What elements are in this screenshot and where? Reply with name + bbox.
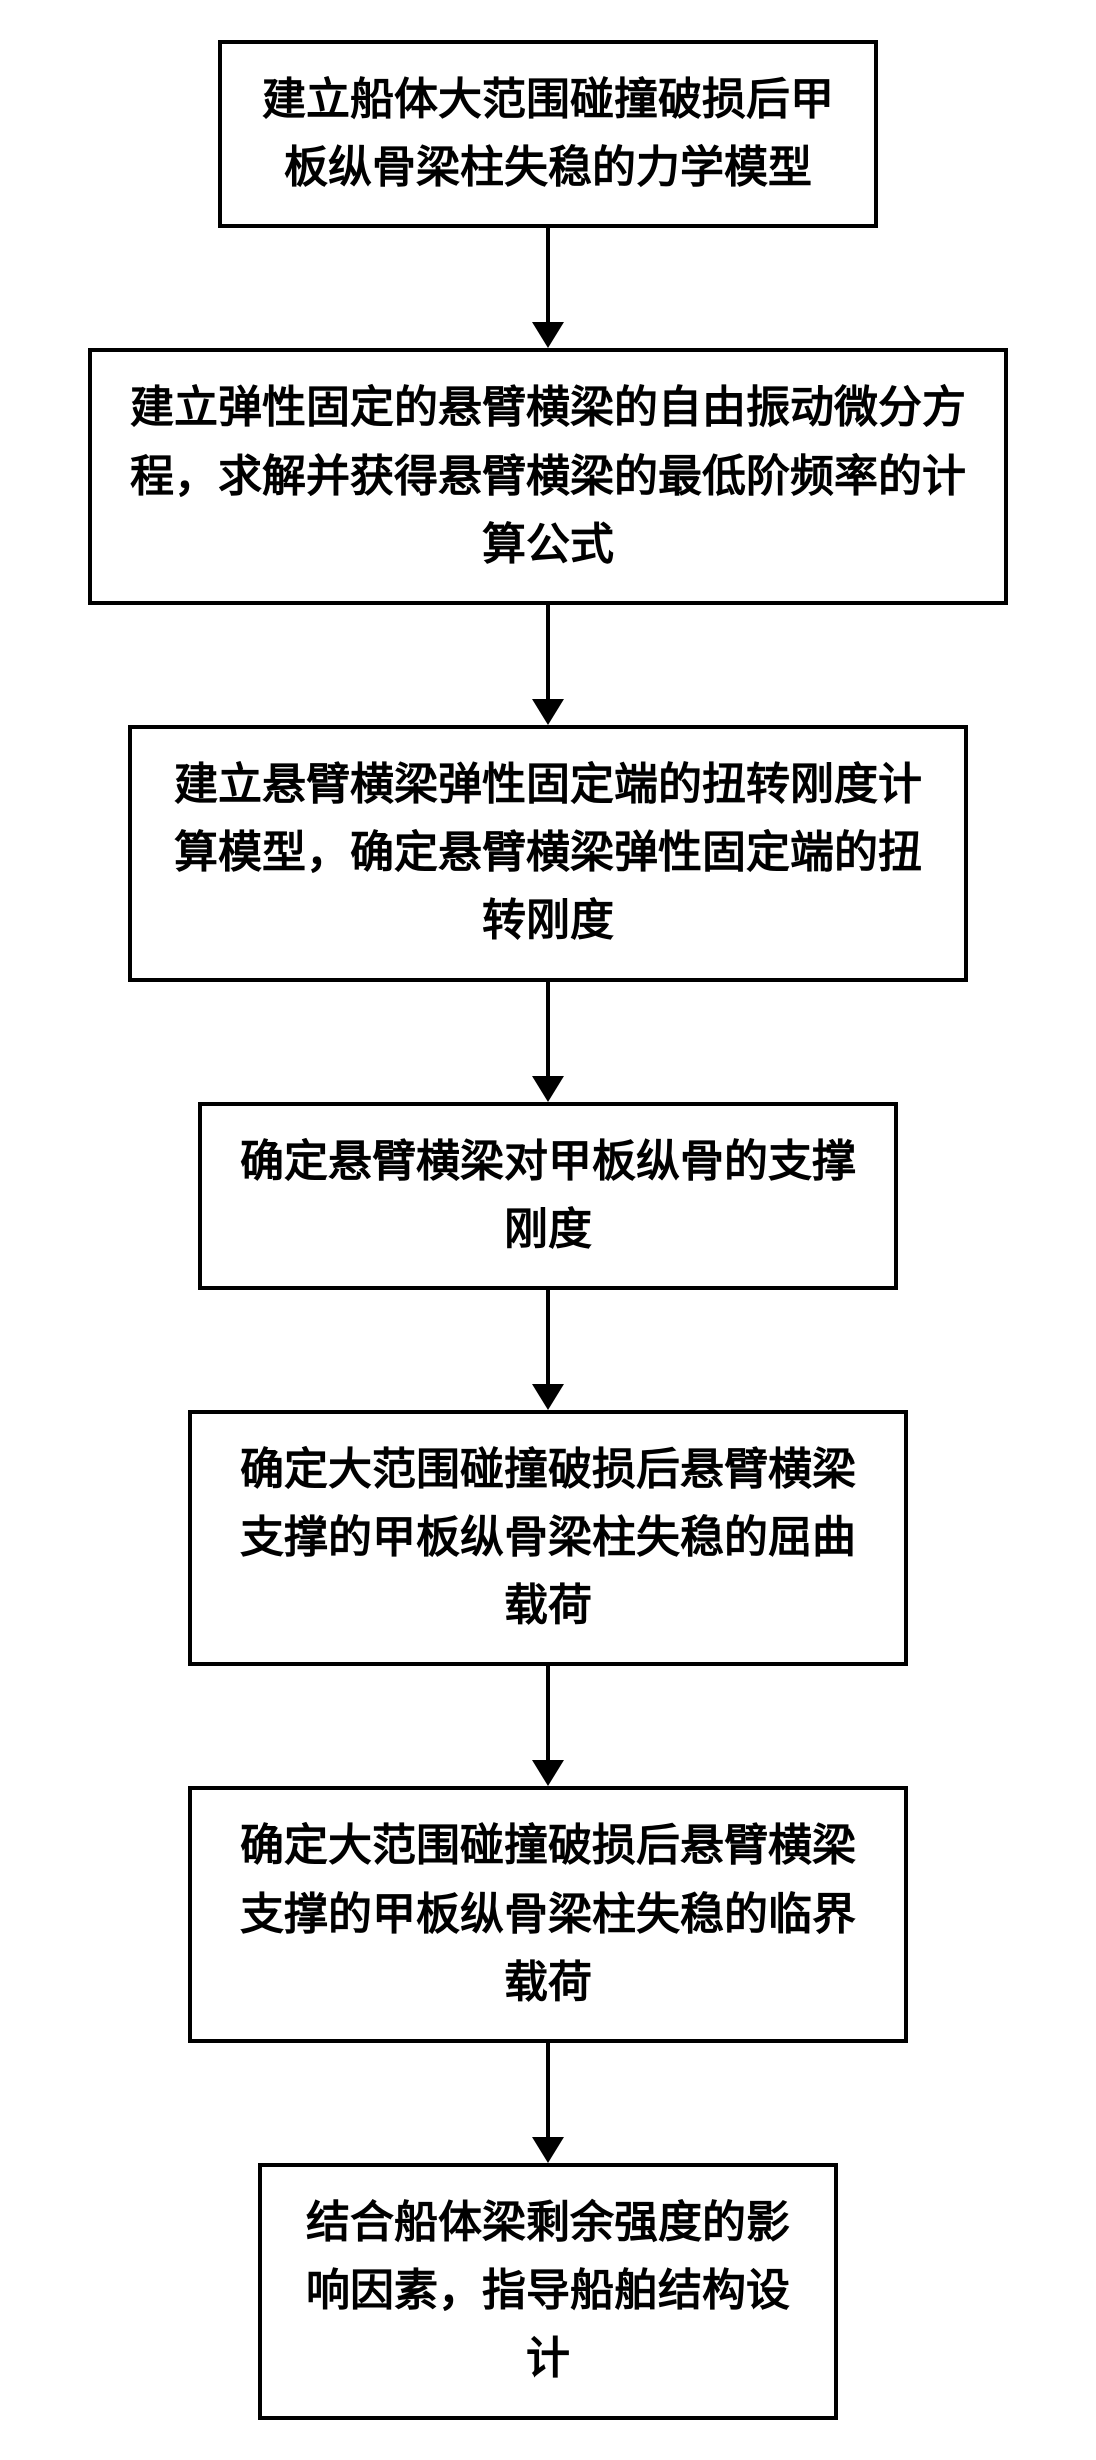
flowchart-node: 建立悬臂横梁弹性固定端的扭转刚度计算模型，确定悬臂横梁弹性固定端的扭转刚度 (128, 725, 968, 982)
flowchart-arrow (532, 605, 564, 725)
flowchart-arrow (532, 1666, 564, 1786)
node-label: 确定大范围碰撞破损后悬臂横梁支撑的甲板纵骨梁柱失稳的屈曲载荷 (222, 1436, 874, 1641)
arrow-line (546, 228, 550, 323)
node-label: 结合船体梁剩余强度的影响因素，指导船舶结构设计 (292, 2189, 804, 2394)
flowchart-arrow (532, 1290, 564, 1410)
arrow-line (546, 1666, 550, 1761)
flowchart-container: 建立船体大范围碰撞破损后甲板纵骨梁柱失稳的力学模型 建立弹性固定的悬臂横梁的自由… (48, 40, 1048, 2420)
arrow-line (546, 1290, 550, 1385)
arrow-down-icon (532, 1384, 564, 1410)
flowchart-arrow (532, 228, 564, 348)
flowchart-node: 结合船体梁剩余强度的影响因素，指导船舶结构设计 (258, 2163, 838, 2420)
node-label: 确定悬臂横梁对甲板纵骨的支撑刚度 (232, 1128, 864, 1264)
flowchart-node: 确定大范围碰撞破损后悬臂横梁支撑的甲板纵骨梁柱失稳的屈曲载荷 (188, 1410, 908, 1667)
arrow-line (546, 2043, 550, 2138)
flowchart-node: 建立弹性固定的悬臂横梁的自由振动微分方程，求解并获得悬臂横梁的最低阶频率的计算公… (88, 348, 1008, 605)
arrow-down-icon (532, 1076, 564, 1102)
node-label: 建立弹性固定的悬臂横梁的自由振动微分方程，求解并获得悬臂横梁的最低阶频率的计算公… (122, 374, 974, 579)
flowchart-node: 确定大范围碰撞破损后悬臂横梁支撑的甲板纵骨梁柱失稳的临界载荷 (188, 1786, 908, 2043)
flowchart-node: 建立船体大范围碰撞破损后甲板纵骨梁柱失稳的力学模型 (218, 40, 878, 228)
arrow-down-icon (532, 699, 564, 725)
arrow-line (546, 982, 550, 1077)
node-label: 建立悬臂横梁弹性固定端的扭转刚度计算模型，确定悬臂横梁弹性固定端的扭转刚度 (162, 751, 934, 956)
arrow-line (546, 605, 550, 700)
arrow-down-icon (532, 2137, 564, 2163)
flowchart-node: 确定悬臂横梁对甲板纵骨的支撑刚度 (198, 1102, 898, 1290)
node-label: 确定大范围碰撞破损后悬臂横梁支撑的甲板纵骨梁柱失稳的临界载荷 (222, 1812, 874, 2017)
flowchart-arrow (532, 982, 564, 1102)
node-label: 建立船体大范围碰撞破损后甲板纵骨梁柱失稳的力学模型 (252, 66, 844, 202)
arrow-down-icon (532, 1760, 564, 1786)
arrow-down-icon (532, 322, 564, 348)
flowchart-arrow (532, 2043, 564, 2163)
